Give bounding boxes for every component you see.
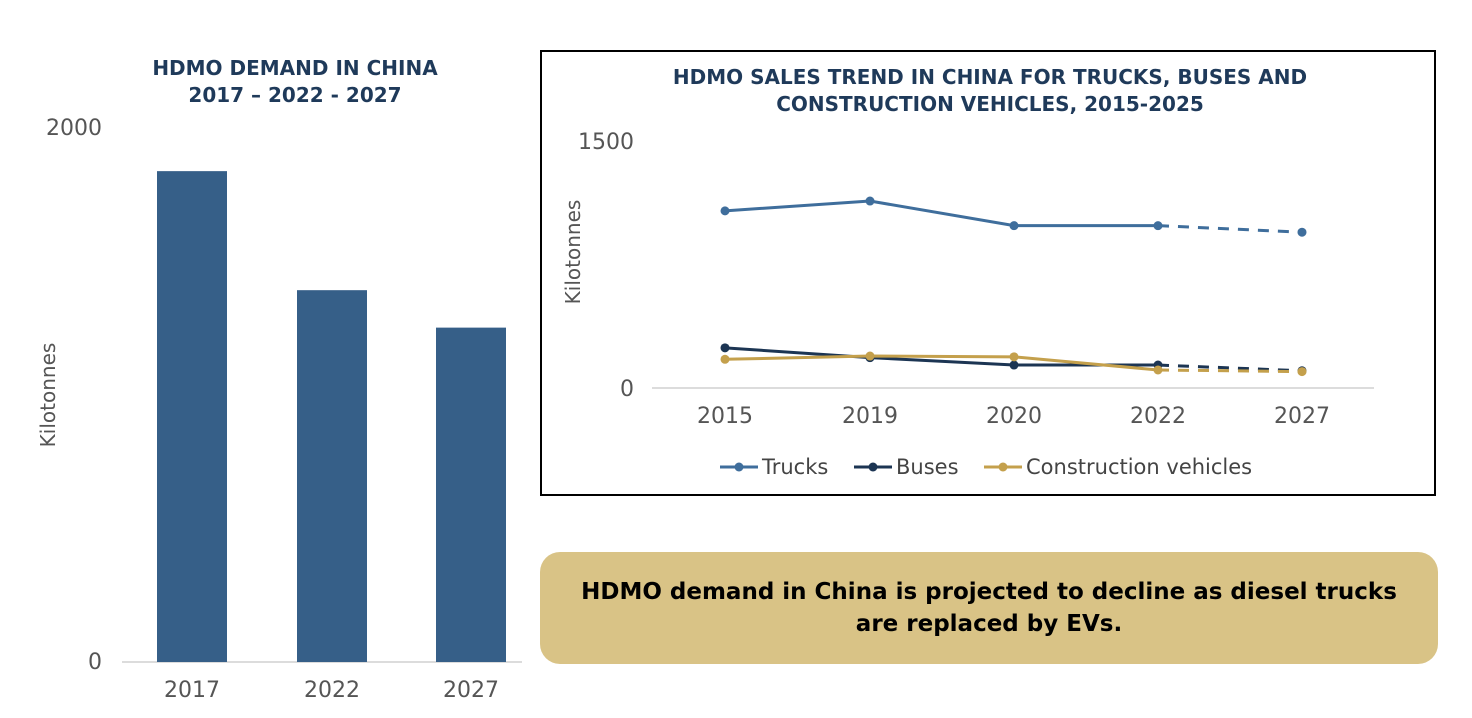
- line-chart-title-line-2: CONSTRUCTION VEHICLES, 2015-2025: [776, 92, 1204, 116]
- x-label-2015: 2015: [697, 404, 753, 429]
- x-label-2022: 2022: [1130, 404, 1186, 429]
- callout-box: HDMO demand in China is projected to dec…: [540, 552, 1438, 664]
- bar-label-2027: 2027: [443, 678, 499, 703]
- bar-chart-title-line-2: 2017 – 2022 - 2027: [188, 83, 401, 107]
- line-chart-y-tick-max: 1500: [578, 130, 634, 155]
- point-trucks-2027: [1298, 228, 1307, 237]
- line-series-group: [721, 197, 1307, 377]
- x-label-2020: 2020: [986, 404, 1042, 429]
- legend-marker-buses: [869, 463, 878, 472]
- bar-2027: [436, 328, 506, 662]
- series-projection-trucks: [1158, 226, 1302, 233]
- point-trucks-2019: [866, 197, 875, 206]
- line-chart-title-line-1: HDMO SALES TREND IN CHINA FOR TRUCKS, BU…: [673, 65, 1307, 89]
- bar-chart-title-line-1: HDMO DEMAND IN CHINA: [152, 56, 438, 80]
- point-construction-vehicles-2022: [1154, 365, 1163, 374]
- bar-2022: [297, 290, 367, 662]
- bar-label-2022: 2022: [304, 678, 360, 703]
- legend-label-trucks: Trucks: [761, 455, 828, 479]
- point-construction-vehicles-2015: [721, 355, 730, 364]
- series-projection-construction-vehicles: [1158, 370, 1302, 372]
- point-trucks-2015: [721, 206, 730, 215]
- legend-marker-trucks: [735, 463, 744, 472]
- legend-label-construction-vehicles: Construction vehicles: [1026, 455, 1252, 479]
- sales-trend-chart-frame: HDMO SALES TREND IN CHINA FOR TRUCKS, BU…: [540, 50, 1436, 496]
- point-trucks-2022: [1154, 221, 1163, 230]
- series-line-construction-vehicles: [725, 356, 1158, 370]
- x-label-2019: 2019: [842, 404, 898, 429]
- demand-bar-chart: HDMO DEMAND IN CHINA 2017 – 2022 - 2027 …: [0, 0, 530, 718]
- sales-trend-line-chart: HDMO SALES TREND IN CHINA FOR TRUCKS, BU…: [542, 52, 1434, 494]
- legend-label-buses: Buses: [896, 455, 959, 479]
- bar-2017: [157, 171, 227, 662]
- bar-label-2017: 2017: [164, 678, 220, 703]
- point-buses-2020: [1010, 361, 1019, 370]
- bar-chart-y-tick-max: 2000: [46, 116, 102, 141]
- bar-category-labels: 2017 2022 2027: [164, 678, 499, 703]
- bar-chart-y-axis-label: Kilotonnes: [36, 343, 60, 448]
- point-buses-2015: [721, 343, 730, 352]
- line-chart-x-labels: 2015 2019 2020 2022 2027: [697, 404, 1330, 429]
- series-line-trucks: [725, 201, 1158, 226]
- line-chart-y-axis-label: Kilotonnes: [561, 200, 585, 305]
- x-label-2027: 2027: [1274, 404, 1330, 429]
- callout-text: HDMO demand in China is projected to dec…: [559, 576, 1419, 640]
- point-construction-vehicles-2020: [1010, 352, 1019, 361]
- bar-group: [157, 171, 506, 662]
- line-chart-y-tick-zero: 0: [620, 377, 634, 402]
- point-construction-vehicles-2027: [1298, 367, 1307, 376]
- line-chart-legend: Trucks Buses Construction vehicles: [720, 455, 1252, 479]
- point-trucks-2020: [1010, 221, 1019, 230]
- legend-marker-construction-vehicles: [999, 463, 1008, 472]
- point-construction-vehicles-2019: [866, 352, 875, 361]
- bar-chart-y-tick-zero: 0: [88, 650, 102, 675]
